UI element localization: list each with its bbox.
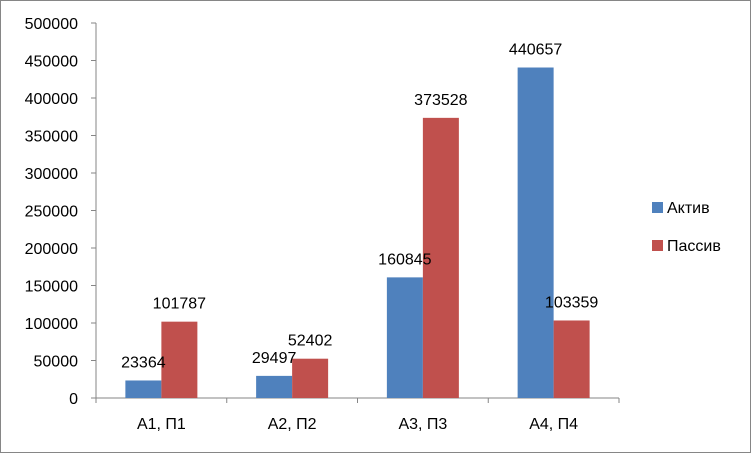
- legend: Актив Пассив: [652, 200, 721, 255]
- axes: 0 50000 100000 150000 200000 250000 300000 3500…: [25, 16, 620, 433]
- y-tick-label: 250000: [25, 204, 78, 221]
- bar-aktiv: [256, 375, 293, 398]
- bar-aktiv: [125, 380, 162, 398]
- data-label: 373528: [414, 92, 467, 109]
- y-tick-label: 300000: [25, 166, 78, 183]
- bar-passiv: [292, 358, 329, 398]
- y-tick-label: 50000: [34, 354, 79, 371]
- legend-label: Пассив: [667, 238, 721, 255]
- legend-label: Актив: [667, 200, 710, 217]
- data-label: 103359: [545, 294, 598, 311]
- data-label: 23364: [121, 354, 166, 371]
- legend-swatch: [652, 202, 663, 213]
- bars: [125, 67, 590, 398]
- bar-aktiv: [386, 277, 423, 398]
- x-tick-label: А3, П3: [398, 416, 447, 433]
- data-label: 101787: [153, 296, 206, 313]
- data-label: 440657: [509, 42, 562, 59]
- y-tick-label: 350000: [25, 129, 78, 146]
- y-tick-label: 450000: [25, 54, 78, 71]
- x-tick-label: А2, П2: [268, 416, 317, 433]
- data-label: 160845: [378, 251, 431, 268]
- data-label: 29497: [252, 350, 297, 367]
- y-tick-label: 0: [69, 391, 78, 408]
- y-tick-label: 400000: [25, 91, 78, 108]
- bar-passiv: [422, 117, 459, 398]
- x-tick-label: А4, П4: [529, 416, 578, 433]
- y-tick-label: 500000: [25, 16, 78, 33]
- y-tick-label: 200000: [25, 241, 78, 258]
- bar-passiv: [161, 321, 198, 398]
- data-label: 52402: [288, 333, 333, 350]
- x-tick-label: А1, П1: [137, 416, 186, 433]
- bar-aktiv: [517, 67, 554, 398]
- bar-passiv: [553, 320, 590, 398]
- y-tick-label: 150000: [25, 279, 78, 296]
- legend-swatch: [652, 240, 663, 251]
- y-tick-label: 100000: [25, 316, 78, 333]
